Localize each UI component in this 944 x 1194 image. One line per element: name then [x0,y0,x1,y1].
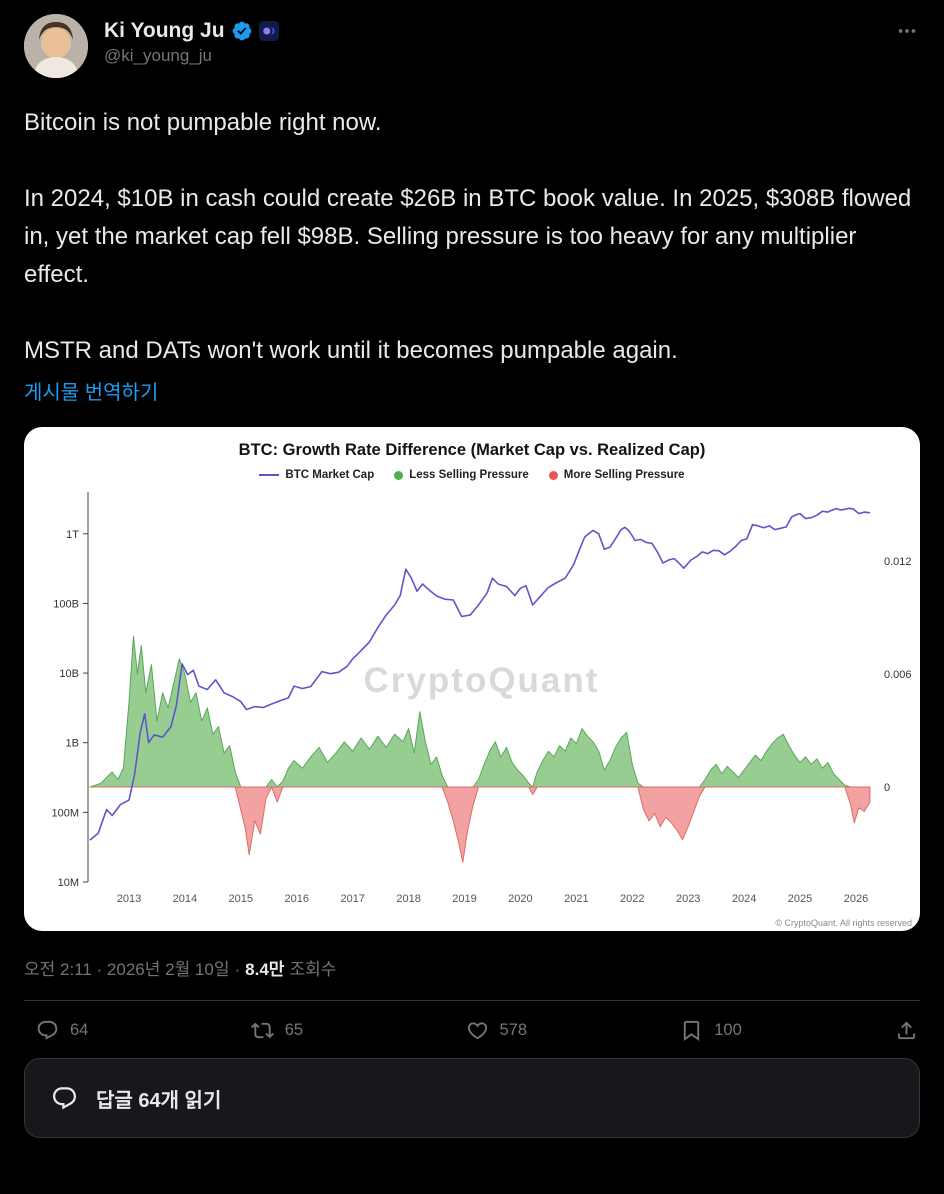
legend-label: Less Selling Pressure [409,469,529,481]
svg-text:1T: 1T [66,529,79,541]
svg-text:2019: 2019 [452,893,476,905]
divider [24,1000,920,1001]
translate-post-link[interactable]: 게시물 번역하기 [24,382,159,404]
pressure-chart-svg: CryptoQuant 1T 100B 10B 1B 100M 10M 0.012 0.006 0… [51,492,912,928]
svg-text:0.006: 0.006 [884,669,912,681]
chart-title: BTC: Growth Rate Difference (Market Cap … [238,441,706,459]
svg-text:2025: 2025 [788,893,812,905]
bookmark-count: 100 [714,1021,742,1039]
chart-legend: BTC Market Cap Less Selling Pressure Mor… [24,469,920,481]
tweet-paragraph: In 2024, $10B in cash could create $26B … [24,185,912,288]
svg-text:2022: 2022 [620,893,644,905]
read-replies-label: 답글 64개 읽기 [96,1089,222,1112]
svg-text:1B: 1B [66,738,79,750]
legend-line-marker [259,474,280,476]
verified-icon [232,21,251,41]
svg-text:2013: 2013 [117,893,141,905]
repost-icon [250,1022,274,1039]
svg-text:2018: 2018 [396,893,420,905]
legend-label: More Selling Pressure [563,469,685,481]
legend-item-less-selling-pressure: Less Selling Pressure [394,469,529,481]
svg-text:CryptoQuant: CryptoQuant [364,661,600,700]
svg-text:2021: 2021 [564,893,588,905]
legend-item-market-cap: BTC Market Cap [259,469,374,481]
share-icon [897,1021,916,1040]
svg-text:100B: 100B [53,598,79,610]
meta-separator: · [234,960,241,979]
svg-text:2026: 2026 [844,893,868,905]
embedded-chart-card[interactable]: BTC: Growth Rate Difference (Market Cap … [24,427,920,931]
reply-icon [37,1020,58,1040]
author-identity: Ki Young Ju @ki_young_ju [104,14,279,66]
more-icon [898,29,916,33]
timestamp: 오전 2:11 · 2026년 2월 10일 [24,960,230,979]
like-count: 578 [499,1021,528,1039]
affiliate-badge-icon[interactable] [258,21,279,41]
legend-red-dot-marker [548,470,558,480]
svg-text:2020: 2020 [508,893,532,905]
tweet-paragraph: MSTR and DATs won't work until it become… [24,337,678,364]
repost-button[interactable]: 65 [250,1019,466,1042]
svg-text:2023: 2023 [676,893,700,905]
views-label: 조회수 [289,960,337,979]
tweet-detail-page: Ki Young Ju @ki_young_ju Bitcoin is not [24,14,920,1138]
share-button[interactable] [895,1019,918,1042]
action-bar: 64 65 578 100 [24,1001,920,1042]
svg-text:0: 0 [884,782,890,794]
svg-text:2024: 2024 [732,893,756,905]
svg-text:2014: 2014 [173,893,197,905]
tweet-text: Bitcoin is not pumpable right now. In 20… [24,104,920,370]
bookmark-button[interactable]: 100 [680,1019,895,1042]
avatar-photo [24,14,88,78]
svg-text:0.012: 0.012 [884,556,912,568]
more-button[interactable] [894,14,920,48]
bookmark-icon [684,1020,700,1041]
reply-count: 64 [70,1021,89,1039]
tweet-paragraph: Bitcoin is not pumpable right now. [24,109,382,136]
like-button[interactable]: 578 [466,1019,681,1042]
avatar[interactable] [24,14,88,78]
reply-button[interactable]: 64 [36,1019,251,1042]
svg-text:100M: 100M [51,807,79,819]
tweet-header: Ki Young Ju @ki_young_ju [24,14,920,78]
legend-label: BTC Market Cap [285,469,375,481]
author-handle[interactable]: @ki_young_ju [104,46,212,65]
author-name-row: Ki Young Ju [104,19,279,43]
svg-text:2015: 2015 [229,893,253,905]
affiliate-badge-glyph [262,27,275,35]
read-replies-bar[interactable]: 답글 64개 읽기 [24,1058,920,1138]
legend-green-dot-marker [394,470,404,480]
views-count: 8.4만 [245,960,285,979]
svg-text:© CryptoQuant. All rights rese: © CryptoQuant. All rights reserved [775,918,912,928]
like-icon [467,1022,487,1040]
tweet-meta-row: 오전 2:11 · 2026년 2월 10일 · 8.4만 조회수 [24,955,920,980]
svg-text:2017: 2017 [340,893,364,905]
legend-item-more-selling-pressure: More Selling Pressure [548,469,685,481]
repost-count: 65 [284,1021,304,1039]
author-display-name[interactable]: Ki Young Ju [104,19,225,42]
svg-text:10M: 10M [58,877,79,889]
speech-bubble-icon [52,1086,77,1109]
svg-text:10B: 10B [59,668,79,680]
svg-text:2016: 2016 [285,893,309,905]
